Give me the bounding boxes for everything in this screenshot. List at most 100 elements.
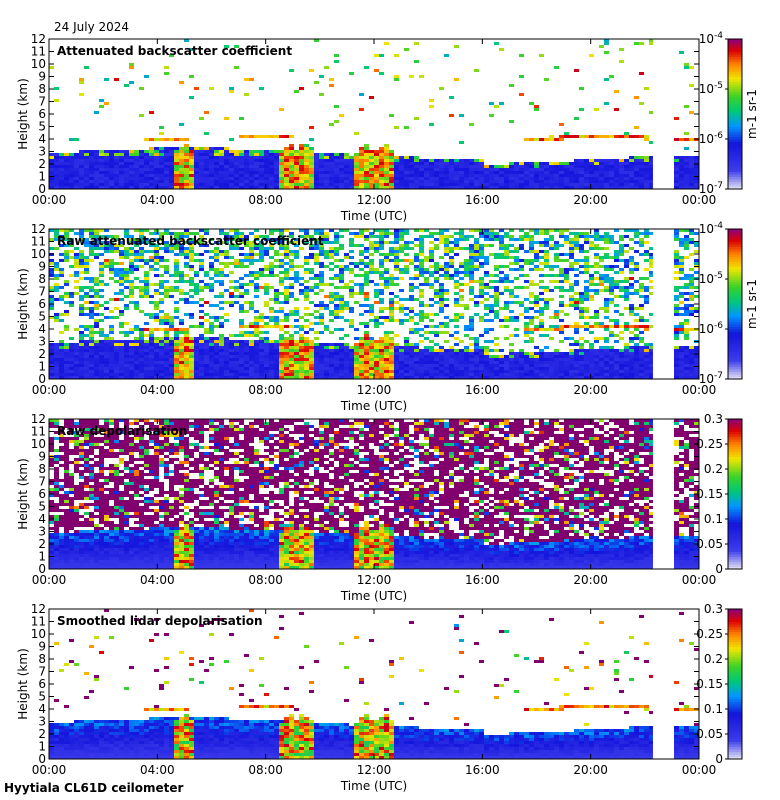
colorbar-segment bbox=[728, 721, 742, 725]
colorbar-segment bbox=[728, 699, 742, 702]
colorbar-segment bbox=[728, 644, 742, 647]
y-tick-label: 11 bbox=[31, 425, 46, 439]
colorbar-segment bbox=[728, 106, 742, 110]
colorbar-segment bbox=[728, 559, 742, 562]
colorbar-segment bbox=[728, 629, 742, 632]
colorbar-segment bbox=[728, 229, 742, 232]
colorbar-segment bbox=[728, 249, 742, 252]
y-tick-label: 3 bbox=[38, 335, 46, 349]
colorbar-segment bbox=[728, 114, 742, 117]
colorbar-segment bbox=[728, 734, 742, 737]
colorbar-segment bbox=[728, 86, 742, 90]
y-tick-label: 9 bbox=[38, 260, 46, 274]
colorbar-segment bbox=[728, 449, 742, 452]
y-tick-label: 0 bbox=[38, 372, 46, 386]
colorbar-segment bbox=[728, 146, 742, 150]
x-tick-label: 12:00 bbox=[357, 193, 392, 207]
colorbar: 10-7 10-6 10-5 10-4 m-1 sr-1 bbox=[699, 31, 759, 196]
panel-title: Raw attenuated backscatter coefficient bbox=[57, 234, 324, 248]
colorbar-segment bbox=[728, 134, 742, 137]
colorbar-segment bbox=[728, 261, 742, 265]
colorbar-segment bbox=[728, 266, 742, 270]
colorbar-segment bbox=[728, 251, 742, 255]
colorbar-unit: m-1 sr-1 bbox=[745, 89, 759, 139]
colorbar-segment bbox=[728, 736, 742, 740]
x-tick-label: 12:00 bbox=[357, 383, 392, 397]
date-label: 24 July 2024 bbox=[54, 20, 130, 34]
colorbar-tick-label: 0.2 bbox=[704, 652, 723, 666]
colorbar-segment bbox=[728, 531, 742, 535]
colorbar-segment bbox=[728, 374, 742, 377]
colorbar-segment bbox=[728, 236, 742, 240]
colorbar-segment bbox=[728, 451, 742, 455]
colorbar-segment bbox=[728, 611, 742, 615]
colorbar-segment bbox=[728, 719, 742, 722]
colorbar-segment bbox=[728, 479, 742, 482]
y-tick-label: 2 bbox=[38, 157, 46, 171]
colorbar-segment bbox=[728, 616, 742, 620]
colorbar-segment bbox=[728, 356, 742, 360]
colorbar-segment bbox=[728, 466, 742, 470]
colorbar-segment bbox=[728, 474, 742, 477]
colorbar-segment bbox=[728, 749, 742, 752]
y-tick-label: 4 bbox=[38, 132, 46, 146]
colorbar-segment bbox=[728, 321, 742, 325]
colorbar-segment bbox=[728, 94, 742, 97]
colorbar-segment bbox=[728, 646, 742, 650]
x-tick-label: 00:00 bbox=[682, 763, 717, 777]
y-tick-label: 7 bbox=[38, 285, 46, 299]
colorbar-segment bbox=[728, 651, 742, 655]
colorbar-segment bbox=[728, 741, 742, 745]
colorbar-segment bbox=[728, 541, 742, 545]
colorbar-segment bbox=[728, 609, 742, 612]
panel-title: Attenuated backscatter coefficient bbox=[57, 44, 292, 58]
colorbar-segment bbox=[728, 444, 742, 447]
colorbar-segment bbox=[728, 291, 742, 295]
x-axis-label: Time (UTC) bbox=[340, 589, 407, 603]
colorbar-segment bbox=[728, 536, 742, 540]
colorbar-segment bbox=[728, 476, 742, 480]
colorbar-segment bbox=[728, 439, 742, 442]
colorbar-segment bbox=[728, 314, 742, 317]
y-tick-label: 12 bbox=[31, 602, 46, 616]
colorbar-segment bbox=[728, 626, 742, 630]
colorbar-segment bbox=[728, 524, 742, 527]
y-tick-label: 1 bbox=[38, 550, 46, 564]
colorbar-segment bbox=[728, 619, 742, 622]
colorbar-segment bbox=[728, 159, 742, 162]
colorbar-segment bbox=[728, 141, 742, 145]
colorbar-segment bbox=[728, 724, 742, 727]
y-tick-label: 9 bbox=[38, 70, 46, 84]
colorbar-segment bbox=[728, 39, 742, 42]
colorbar-segment bbox=[728, 424, 742, 427]
colorbar-segment bbox=[728, 339, 742, 342]
colorbar-segment bbox=[728, 376, 742, 380]
colorbar-segment bbox=[728, 486, 742, 490]
x-axis-label: Time (UTC) bbox=[340, 779, 407, 793]
x-tick-label: 08:00 bbox=[248, 573, 283, 587]
colorbar-segment bbox=[728, 739, 742, 742]
data-gap bbox=[652, 229, 672, 379]
colorbar-segment bbox=[728, 169, 742, 172]
colorbar-segment bbox=[728, 136, 742, 140]
colorbar-segment bbox=[728, 126, 742, 130]
colorbar-segment bbox=[728, 454, 742, 457]
colorbar-segment bbox=[728, 496, 742, 500]
colorbar-segment bbox=[728, 336, 742, 340]
colorbar-segment bbox=[728, 694, 742, 697]
site-label: Hyytiala CL61D ceilometer bbox=[4, 781, 184, 795]
colorbar-frame bbox=[727, 38, 743, 190]
colorbar-segment bbox=[728, 99, 742, 102]
colorbar-segment bbox=[728, 714, 742, 717]
colorbar-segment bbox=[728, 631, 742, 635]
colorbar-segment bbox=[728, 161, 742, 165]
x-tick-label: 04:00 bbox=[140, 193, 175, 207]
colorbar-tick-label: 10-7 bbox=[699, 181, 723, 196]
colorbar-segment bbox=[728, 59, 742, 62]
x-tick-label: 00:00 bbox=[682, 193, 717, 207]
heatmap-field bbox=[49, 39, 699, 189]
colorbar-segment bbox=[728, 654, 742, 657]
x-tick-label: 04:00 bbox=[140, 573, 175, 587]
colorbar-segment bbox=[728, 271, 742, 275]
